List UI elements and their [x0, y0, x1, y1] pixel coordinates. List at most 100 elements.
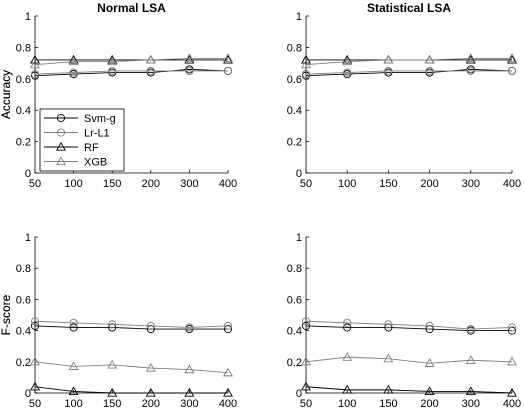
data-point-lr-l1 — [384, 66, 393, 75]
y-tick-label: 1 — [25, 232, 31, 244]
data-point-xgb — [68, 56, 79, 66]
series-svm-g — [30, 65, 233, 80]
data-point-lr-l1 — [507, 66, 517, 75]
data-point-svm-g — [223, 324, 233, 334]
data-point-rf — [424, 386, 435, 396]
data-point-rf — [30, 54, 40, 64]
data-point-xgb — [507, 356, 517, 366]
x-tick-label: 50 — [29, 398, 41, 409]
y-tick-label: 0.6 — [287, 294, 302, 306]
series-xgb — [30, 53, 233, 69]
data-point-xgb — [424, 54, 435, 64]
legend-item-rf: RF — [44, 141, 99, 154]
data-point-xgb — [184, 364, 195, 374]
y-tick-label: 0.8 — [287, 263, 302, 275]
y-tick-label: 0.2 — [16, 137, 31, 149]
axes-frame — [305, 16, 512, 174]
x-tick-label: 100 — [64, 178, 82, 190]
data-point-rf — [301, 54, 311, 64]
data-point-lr-l1 — [69, 318, 78, 327]
legend: Svm-g Lr-L1 RF XGB — [39, 108, 125, 172]
data-point-lr-l1 — [223, 66, 233, 75]
data-point-rf — [184, 387, 195, 397]
data-point-svm-g — [69, 323, 78, 332]
data-point-rf — [465, 386, 476, 396]
x-tick-label: 150 — [379, 178, 397, 190]
series-xgb — [301, 352, 517, 367]
data-point-svm-g — [343, 323, 352, 332]
legend-box — [39, 108, 125, 172]
series-line-xgb — [305, 356, 513, 364]
data-point-xgb — [184, 53, 195, 62]
data-point-xgb — [424, 358, 435, 367]
data-point-rf — [30, 381, 40, 391]
series-rf — [30, 381, 233, 397]
x-tick-label: 200 — [142, 398, 160, 409]
y-tick-label: 0.4 — [16, 105, 31, 117]
data-point-xgb — [107, 359, 118, 369]
x-tick-label: 50 — [300, 178, 312, 190]
data-point-rf — [68, 54, 79, 64]
data-point-lr-l1 — [69, 68, 78, 77]
data-point-lr-l1 — [185, 323, 194, 332]
x-tick-label: 200 — [420, 178, 438, 190]
data-point-lr-l1 — [108, 320, 117, 329]
data-point-svm-g — [146, 324, 155, 334]
chart-title: Normal LSA — [97, 1, 166, 15]
data-point-xgb — [342, 352, 353, 361]
data-point-lr-l1 — [343, 68, 352, 77]
y-tick-label: 0.2 — [287, 357, 302, 369]
x-tick-label: 300 — [462, 178, 480, 190]
data-point-rf — [184, 54, 195, 64]
legend-item-svm-g: Svm-g — [44, 113, 116, 125]
x-tick-label: 150 — [103, 398, 121, 409]
data-point-svm-g — [507, 326, 517, 335]
series-line-xgb — [305, 57, 512, 66]
legend-marker — [56, 156, 66, 166]
x-tick-label: 400 — [219, 398, 237, 409]
y-tick-label: 0.6 — [16, 294, 31, 306]
series-line-xgb — [34, 361, 229, 374]
y-axis-label: Accuracy — [0, 70, 13, 119]
y-tick-label: 1 — [25, 11, 31, 23]
y-axis-label: F-score — [0, 294, 13, 335]
y-tick-label: 1 — [296, 232, 302, 244]
data-point-xgb — [30, 59, 40, 69]
data-point-xgb — [301, 59, 311, 69]
legend-marker — [56, 128, 66, 137]
series-lr-l1 — [30, 317, 233, 332]
y-tick-label: 0 — [296, 168, 302, 180]
series-line-xgb — [34, 57, 228, 66]
series-line-rf — [305, 386, 513, 394]
x-tick-label: 100 — [64, 398, 82, 409]
series-svm-g — [301, 65, 517, 80]
y-tick-label: 0.2 — [287, 137, 302, 149]
data-point-rf — [107, 54, 118, 64]
y-axis-label: Accuracy — [0, 70, 13, 119]
y-tick-label: 0.2 — [16, 357, 31, 369]
series-line-lr-l1 — [34, 70, 228, 75]
data-point-lr-l1 — [507, 323, 517, 332]
series-line-svm-g — [305, 68, 513, 77]
data-point-xgb — [507, 53, 517, 62]
legend-marker — [56, 113, 66, 123]
data-point-lr-l1 — [384, 320, 393, 329]
series-rf — [30, 54, 233, 64]
data-point-xgb — [145, 54, 156, 64]
data-point-lr-l1 — [466, 324, 475, 334]
y-tick-label: 0.4 — [287, 105, 302, 117]
series-lr-l1 — [30, 66, 233, 79]
x-tick-label: 200 — [142, 178, 160, 190]
data-point-rf — [107, 387, 118, 397]
series-svm-g — [30, 321, 233, 334]
data-point-xgb — [30, 356, 40, 366]
axes-frame — [34, 237, 228, 394]
data-point-rf — [507, 387, 517, 397]
y-tick-label: 1 — [296, 11, 302, 23]
x-tick-label: 400 — [503, 178, 521, 190]
data-point-rf — [465, 54, 476, 64]
data-point-rf — [145, 387, 156, 397]
x-tick-label: 300 — [180, 398, 198, 409]
